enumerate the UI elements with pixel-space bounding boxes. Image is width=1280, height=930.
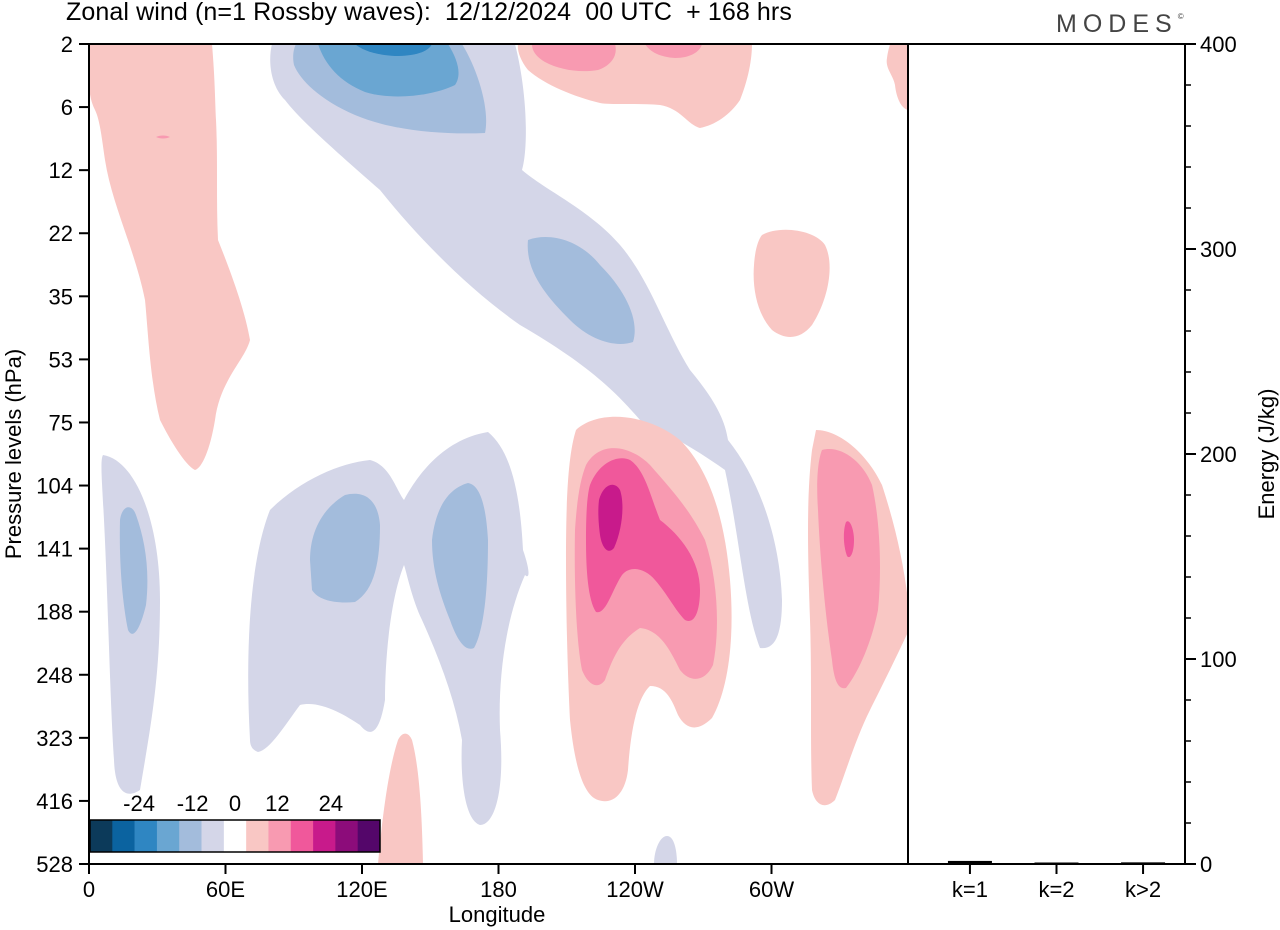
positive-core-east (817, 449, 880, 689)
colorbar-swatch (357, 820, 381, 852)
energy-category-label: k>2 (1125, 877, 1161, 902)
positive-region-corner (886, 44, 908, 110)
energy-axis-label: Energy (J/kg) (1254, 389, 1279, 520)
colorbar-frame (89, 819, 381, 853)
pressure-tick-label: 6 (61, 95, 73, 120)
pressure-tick-label: 248 (36, 663, 73, 688)
colorbar-swatch (313, 820, 336, 852)
colorbar-swatch (112, 820, 135, 852)
negative-region-central (248, 432, 529, 825)
energy-bars: k=1 k=2 k>2 (947, 860, 1166, 902)
energy-bar (1034, 862, 1079, 864)
colorbar-swatch (90, 820, 113, 852)
longitude-tick-label: 60E (206, 877, 245, 902)
contour-field (89, 44, 908, 864)
colorbar: -24 -12 0 12 24 (89, 791, 381, 853)
colorbar-swatch (335, 820, 358, 852)
pressure-axis-ticks: 2 6 12 22 35 53 75 104 141 188 248 323 416 528 (36, 32, 89, 877)
colorbar-swatch (156, 820, 180, 852)
colorbar-swatch (246, 820, 269, 852)
brand-mark: © (1177, 12, 1184, 21)
colorbar-label: -12 (177, 791, 209, 816)
longitude-tick-label: 120W (606, 877, 664, 902)
negative-region-bottom (654, 836, 677, 864)
colorbar-swatch (134, 820, 158, 852)
pressure-tick-label: 416 (36, 789, 73, 814)
negative-core-central-a (310, 493, 380, 603)
positive-speck-west (156, 135, 170, 139)
pressure-tick-label: 75 (49, 410, 73, 435)
colorbar-swatch (290, 820, 314, 852)
pressure-tick-label: 104 (36, 474, 73, 499)
pressure-tick-label: 188 (36, 600, 73, 625)
energy-tick-label: 400 (1200, 32, 1237, 57)
pressure-tick-label: 528 (36, 852, 73, 877)
pressure-tick-label: 2 (61, 32, 73, 57)
colorbar-swatch (223, 820, 247, 852)
colorbar-label: 24 (319, 791, 343, 816)
pressure-tick-label: 53 (49, 347, 73, 372)
energy-category-label: k=2 (1038, 877, 1074, 902)
energy-tick-label: 300 (1200, 237, 1237, 262)
energy-tick-label: 100 (1200, 647, 1237, 672)
negative-core-top-inner (318, 44, 459, 97)
chart-title: Zonal wind (n=1 Rossby waves): 12/12/202… (66, 0, 792, 26)
longitude-tick-label: 60W (749, 877, 794, 902)
pressure-tick-label: 141 (36, 537, 73, 562)
y-axis-label: Pressure levels (hPa) (1, 349, 26, 559)
negative-region-upper-band (270, 44, 782, 649)
positive-core-top (532, 44, 702, 72)
energy-bar (947, 860, 992, 864)
positive-peak-main (598, 484, 623, 551)
energy-category-label: k=1 (952, 877, 988, 902)
colorbar-label: 0 (229, 791, 241, 816)
brand-logo: MODES© (1056, 10, 1184, 39)
colorbar-swatch (179, 820, 202, 852)
energy-tick-label: 0 (1200, 852, 1212, 877)
pressure-tick-label: 22 (49, 221, 73, 246)
energy-tick-label: 200 (1200, 442, 1237, 467)
negative-core-midlevel (527, 237, 635, 344)
negative-core-top-peak (355, 44, 432, 56)
brand-name: MODES (1056, 10, 1178, 38)
longitude-axis-ticks: 0 60E 120E 180 120W 60W (83, 864, 794, 902)
pressure-tick-label: 323 (36, 726, 73, 751)
pressure-tick-label: 12 (49, 158, 73, 183)
colorbar-label: -24 (123, 791, 155, 816)
positive-peak-east (843, 521, 854, 558)
colorbar-swatch (201, 820, 225, 852)
longitude-tick-label: 120E (336, 877, 387, 902)
positive-region-west-column (89, 44, 250, 470)
colorbar-label: 12 (265, 791, 289, 816)
energy-bar (1121, 862, 1166, 864)
pressure-tick-label: 35 (49, 284, 73, 309)
colorbar-swatch (268, 820, 292, 852)
positive-region-bottom (378, 733, 423, 864)
longitude-tick-label: 0 (83, 877, 95, 902)
negative-core-central-b (432, 483, 488, 649)
x-axis-label: Longitude (449, 902, 546, 927)
energy-axis-ticks: 0 100 200 300 400 (1185, 32, 1237, 877)
longitude-tick-label: 180 (480, 877, 517, 902)
negative-core-west (119, 507, 148, 634)
positive-region-isolated (753, 229, 830, 337)
